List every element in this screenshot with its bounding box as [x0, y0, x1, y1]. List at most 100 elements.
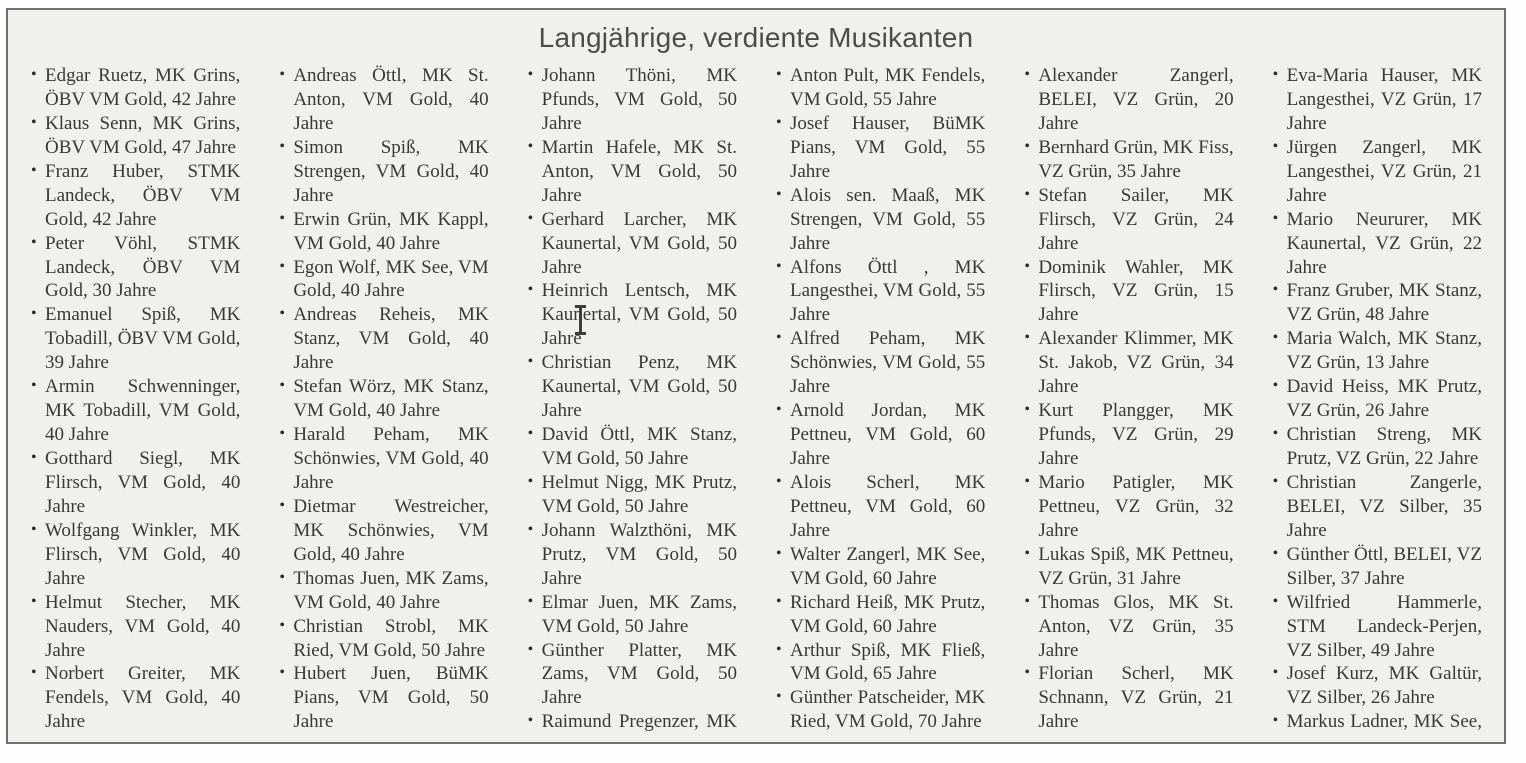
entry-text: Stefan Prantauer, BüMK Pians, VM Gold, 5… — [293, 735, 488, 736]
column-3: • Johann Thöni, MK Pfunds, VM Gold, 50 Ja… — [527, 64, 737, 736]
bullet-icon: • — [775, 688, 782, 706]
entry-text: Dietmar Westreicher, MK Schönwies, VM Go… — [293, 495, 489, 565]
list-item: • Wolfgang Winkler, MK Flirsch, VM Gold, … — [30, 519, 240, 591]
list-item: • Christian Streng, MK Prutz, VZ Grün, 22… — [1272, 423, 1482, 471]
bullet-icon: • — [279, 616, 285, 634]
bullet-icon: • — [1272, 209, 1279, 227]
list-item: • Norbert Greiter, MK Fendels, VM Gold, 4… — [30, 662, 240, 734]
list-item: • Egon Wolf, MK See, VM Gold, 40 Jahre — [278, 256, 488, 304]
bullet-icon: • — [31, 113, 37, 131]
list-item: • Andreas Reheis, MK Stanz, VM Gold, 40 J… — [278, 303, 488, 375]
bullet-icon: • — [31, 161, 37, 179]
bullet-icon: • — [279, 137, 285, 155]
entry-text: Mario Patigler, MK Pettneu, VZ Grün, 32 … — [1038, 471, 1234, 541]
entry-text: Franz Gruber, MK Stanz, VZ Grün, 48 Jahr… — [1286, 280, 1482, 326]
list-item: • Dietmar Westreicher, MK Schönwies, VM G… — [278, 495, 488, 567]
list-item: • Christian Strobl, MK Ried, VM Gold, 50 … — [278, 615, 488, 663]
list-item: • Christian Zangerle, BELEI, VZ Silber, 3… — [1272, 471, 1482, 543]
bullet-icon: • — [775, 257, 782, 275]
bullet-icon: • — [527, 66, 534, 83]
bullet-icon: • — [1272, 329, 1279, 347]
list-item: • Günther Platter, MK Zams, VM Gold, 50 J… — [527, 639, 737, 711]
entry-text: Helmut Nigg, MK Prutz, VM Gold, 50 Jahre — [541, 471, 737, 517]
list-item: • Erwin Grün, MK Kappl, VM Gold, 40 Jahre — [278, 208, 488, 256]
entry-text: Stefan Wörz, MK Stanz, VM Gold, 40 Jahre — [293, 376, 489, 422]
entry-text: Gotthard Siegl, MK Flirsch, VM Gold, 40 … — [45, 448, 241, 517]
bullet-icon: • — [1272, 281, 1279, 299]
entry-text: Alfred Peham, MK Schönwies, VM Gold, 55 … — [789, 328, 986, 398]
list-item: • Stefan Wörz, MK Stanz, VM Gold, 40 Jahr… — [278, 375, 488, 423]
entry-text: Franz Huber, STMK Landeck, ÖBV VM Gold, … — [45, 160, 241, 230]
entry-text: David Heiss, MK Prutz, VZ Grün, 26 Jahre — [1286, 376, 1482, 422]
bullet-icon: • — [775, 185, 782, 203]
entry-text: Johann Thöni, MK Pfunds, VM Gold, 50 Jah… — [541, 65, 737, 134]
list-item: • Christoph Klomberg, STMK Landeck, VZ Gr… — [1023, 734, 1233, 736]
entry-text: Alexander Klimmer, MK St. Jakob, VZ Grün… — [1038, 328, 1234, 398]
list-item: • Emanuel Spiß, MK Tobadill, ÖBV VM Gold,… — [30, 303, 240, 375]
bullet-icon: • — [1272, 377, 1279, 395]
bullet-icon: • — [527, 472, 534, 490]
list-item: • Richard Heiß, MK Prutz, VM Gold, 60 Jah… — [775, 591, 985, 639]
bullet-icon: • — [31, 449, 37, 466]
entry-text: Christian Zangerle, BELEI, VZ Silber, 35… — [1286, 471, 1482, 541]
list-item: • Markus Ladner, MK See, VZ Silber, 45 Ja… — [1272, 710, 1482, 736]
list-item: • David Heiss, MK Prutz, VZ Grün, 26 Jahr… — [1272, 375, 1482, 423]
list-item: • Dominik Wahler, MK Flirsch, VZ Grün, 15… — [1023, 256, 1233, 328]
list-item: • Harald Peham, MK Schönwies, VM Gold, 40… — [278, 423, 488, 495]
entry-text: Günther Patscheider, MK Ried, VM Gold, 7… — [789, 687, 986, 733]
entry-text: Peter Vöhl, STMK Landeck, ÖBV VM Gold, 3… — [45, 232, 241, 302]
bullet-icon: • — [527, 209, 534, 227]
bullet-icon: • — [1272, 66, 1279, 83]
list-item: • Günther Öttl, BELEI, VZ Silber, 37 Jahr… — [1272, 543, 1482, 591]
entry-text: Harald Peham, MK Schönwies, VM Gold, 40 … — [293, 424, 489, 493]
list-item: • Johann Walzthöni, MK Prutz, VM Gold, 50… — [527, 519, 737, 591]
bullet-icon: • — [1272, 712, 1279, 730]
list-item: • Raimund Pregenzer, MK Fiss, VM Gold, 55… — [527, 710, 737, 736]
bullet-icon: • — [1024, 329, 1030, 347]
bullet-icon: • — [279, 257, 285, 275]
list-item: • Gerhard Larcher, MK Kaunertal, VM Gold,… — [527, 208, 737, 280]
entry-text: Florian Scherl, MK Schnann, VZ Grün, 21 … — [1038, 663, 1234, 733]
bullet-icon: • — [31, 592, 37, 610]
bullet-icon: • — [1024, 401, 1030, 419]
list-item: • Edgar Ruetz, MK Grins, ÖBV VM Gold, 42 … — [30, 64, 240, 112]
entry-text: Johann Walzthöni, MK Prutz, VM Gold, 50 … — [541, 519, 737, 589]
list-item: • Heinrich Lentsch, MK Kaunertal, VM Gold… — [527, 279, 737, 351]
bullet-icon: • — [1024, 185, 1030, 203]
entry-text: Bernhard Grün, MK Fiss, VZ Grün, 35 Jahr… — [1038, 136, 1234, 182]
bullet-icon: • — [1024, 66, 1030, 83]
bullet-icon: • — [1272, 664, 1279, 682]
entry-text: Alfons Öttl , MK Langesthei, VM Gold, 55… — [789, 256, 986, 326]
bullet-icon: • — [776, 735, 782, 736]
entry-text: Egon Wolf, MK See, VM Gold, 40 Jahre — [293, 256, 489, 302]
entry-text: Maria Walch, MK Stanz, VZ Grün, 13 Jahre — [1286, 328, 1482, 374]
bullet-icon: • — [31, 66, 37, 83]
list-item: • Helmut Nigg, MK Prutz, VM Gold, 50 Jahr… — [527, 471, 737, 519]
list-item: • Josef Kurz, MK Galtür, VZ Silber, 26 Ja… — [1272, 662, 1482, 710]
entry-text: Thomas Juen, MK Zams, VM Gold, 40 Jahre — [293, 567, 489, 613]
list-item: • Florian Scherl, MK Schnann, VZ Grün, 21… — [1023, 662, 1233, 734]
list-item: • Wilfried Hammerle, STM Landeck-Perjen, … — [1272, 591, 1482, 663]
entry-text: Anton Pult, MK Fendels, VM Gold, 55 Jahr… — [789, 65, 986, 110]
bullet-icon: • — [775, 472, 782, 490]
entry-text: Alois sen. Maaß, MK Strengen, VM Gold, 5… — [789, 184, 986, 254]
list-item: • David Öttl, MK Stanz, VM Gold, 50 Jahre — [527, 423, 737, 471]
bullet-icon: • — [775, 329, 782, 347]
list-item: • Hubert Juen, BüMK Pians, VM Gold, 50 Ja… — [278, 662, 488, 734]
bullet-icon: • — [31, 664, 37, 682]
list-item: • Jürgen Zangerl, MK Langesthei, VZ Grün,… — [1272, 136, 1482, 208]
entry-text: Markus Ladner, MK See, VZ Silber, 45 Jah… — [1286, 711, 1482, 736]
bullet-icon: • — [527, 640, 534, 658]
bullet-icon: • — [1024, 592, 1030, 610]
entry-text: Andreas Reheis, MK Stanz, VM Gold, 40 Ja… — [293, 304, 489, 374]
bullet-icon: • — [527, 425, 534, 443]
entry-text: Alois Scherl, MK Pettneu, VM Gold, 60 Ja… — [789, 471, 986, 541]
entry-text: Stefan Sailer, MK Flirsch, VZ Grün, 24 J… — [1038, 184, 1234, 254]
bullet-icon: • — [279, 377, 285, 395]
list-item: • Thomas Juen, MK Zams, VM Gold, 40 Jahre — [278, 567, 488, 615]
entry-text: Richard Heiß, MK Prutz, VM Gold, 60 Jahr… — [789, 591, 986, 637]
list-item: • Karl Heiseler, MK Ladis, VM Gold, 75 Ja… — [775, 734, 985, 736]
entry-text: Raimund Pregenzer, MK Fiss, VM Gold, 55 … — [541, 711, 737, 736]
column-1: • Edgar Ruetz, MK Grins, ÖBV VM Gold, 42 … — [30, 64, 240, 736]
list-item: • Alfred Peham, MK Schönwies, VM Gold, 55… — [775, 327, 985, 399]
